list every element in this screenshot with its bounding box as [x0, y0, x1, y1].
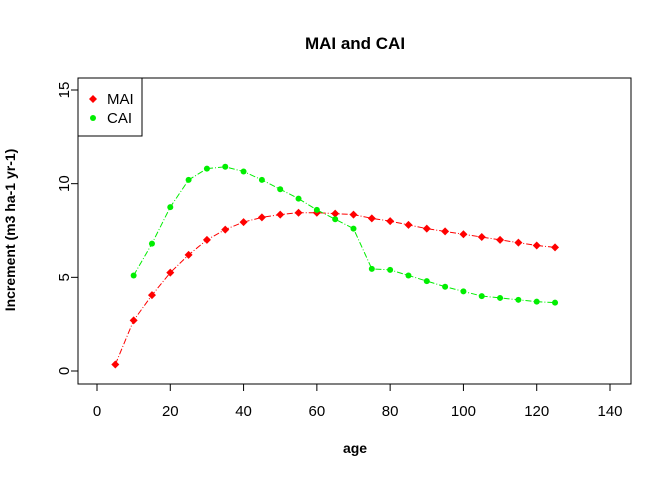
series-mai-point	[129, 316, 138, 325]
series-cai-point	[387, 266, 394, 273]
x-tick-label: 80	[382, 403, 399, 420]
series-cai-point	[313, 206, 320, 213]
y-tick-label: 5	[56, 273, 73, 281]
series-cai-point	[295, 195, 302, 202]
series-cai-point	[332, 216, 339, 223]
series-mai-point	[239, 218, 248, 227]
series-mai-point	[331, 209, 340, 218]
series-mai	[111, 208, 560, 369]
series-cai	[130, 163, 559, 306]
series-cai-point	[478, 293, 485, 300]
series-mai-point	[496, 235, 505, 244]
series-mai-point	[349, 210, 358, 219]
series-mai-point	[257, 213, 266, 222]
series-cai-point	[185, 176, 192, 183]
series-cai-point	[368, 265, 375, 272]
series-mai-point	[111, 360, 120, 369]
series-cai-line	[133, 166, 556, 304]
series-mai-point	[514, 238, 523, 247]
series-mai-point	[221, 225, 230, 234]
series-cai-point	[167, 204, 174, 211]
series-cai-point	[277, 186, 284, 193]
series-cai-point	[552, 299, 559, 306]
x-tick-label: 120	[524, 403, 549, 420]
series-cai-point	[350, 225, 357, 232]
legend-mai-label: MAI	[107, 91, 134, 108]
legend-cai-label: CAI	[107, 110, 132, 127]
y-tick-label: 15	[56, 82, 73, 99]
series-mai-point	[166, 268, 175, 277]
legend-cai-marker	[90, 115, 96, 121]
series-mai-point	[276, 210, 285, 219]
legend: MAI CAI	[77, 77, 143, 137]
series-layer	[111, 163, 560, 369]
x-axis-label: age	[343, 440, 367, 456]
series-cai-point	[533, 298, 540, 305]
x-tick-label: 40	[235, 403, 252, 420]
series-cai-point	[258, 176, 265, 183]
y-tick-label: 10	[56, 175, 73, 192]
y-axis-label: Increment (m3 ha-1 yr-1)	[2, 149, 18, 312]
series-cai-point	[423, 278, 430, 285]
series-mai-point	[551, 243, 560, 252]
x-axis: 0 20 40 60 80 100 120 140	[93, 383, 623, 420]
x-tick-label: 0	[93, 403, 101, 420]
series-mai-point	[422, 224, 431, 233]
series-mai-point	[147, 291, 156, 300]
series-mai-point	[202, 235, 211, 244]
series-cai-point	[222, 163, 229, 170]
series-mai-point	[184, 250, 193, 259]
x-tick-label: 20	[162, 403, 179, 420]
legend-mai-marker	[89, 95, 97, 103]
series-cai-point	[497, 294, 504, 301]
series-mai-point	[386, 217, 395, 226]
series-cai-point	[203, 165, 210, 172]
legend-box	[77, 77, 143, 137]
y-tick-label: 0	[56, 367, 73, 375]
series-cai-point	[460, 288, 467, 295]
series-cai-point	[515, 296, 522, 303]
series-mai-point	[532, 241, 541, 250]
y-axis: 0 5 10 15	[56, 82, 79, 375]
series-cai-point	[148, 240, 155, 247]
series-mai-point	[367, 214, 376, 223]
series-cai-point	[240, 168, 247, 175]
series-mai-point	[477, 233, 486, 242]
chart-title: MAI and CAI	[305, 34, 405, 53]
x-tick-label: 140	[597, 403, 622, 420]
series-mai-point	[441, 227, 450, 236]
series-mai-point	[294, 208, 303, 217]
series-cai-point	[130, 272, 137, 279]
series-mai-point	[459, 230, 468, 239]
series-cai-point	[405, 272, 412, 279]
x-tick-label: 100	[451, 403, 476, 420]
x-tick-label: 60	[309, 403, 326, 420]
series-mai-point	[404, 220, 413, 229]
series-cai-point	[442, 283, 449, 290]
